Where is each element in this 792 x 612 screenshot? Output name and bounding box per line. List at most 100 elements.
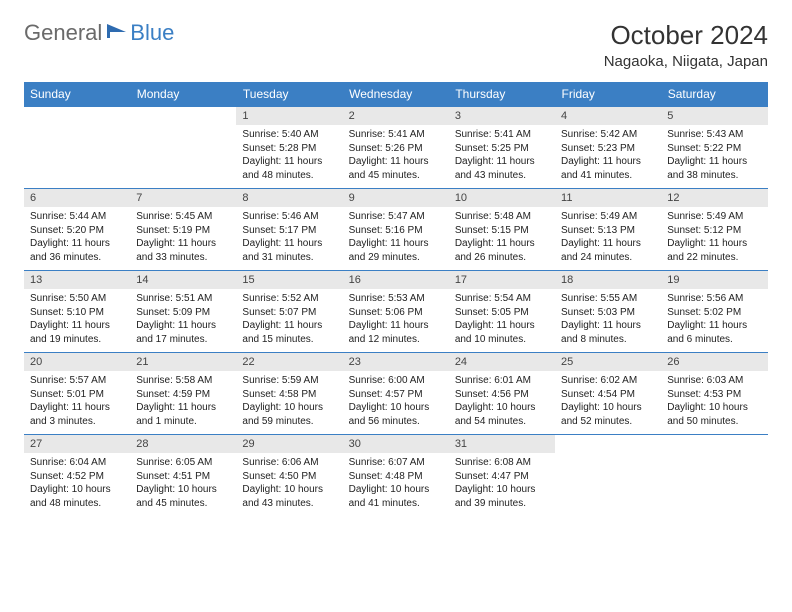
sunrise-text: Sunrise: 5:50 AM — [30, 292, 124, 306]
day-number-cell: 15 — [236, 271, 342, 290]
sunrise-text: Sunrise: 6:07 AM — [349, 456, 443, 470]
day-content-cell: Sunrise: 6:08 AMSunset: 4:47 PMDaylight:… — [449, 453, 555, 516]
day-content-cell: Sunrise: 5:58 AMSunset: 4:59 PMDaylight:… — [130, 371, 236, 435]
day-content-cell: Sunrise: 6:05 AMSunset: 4:51 PMDaylight:… — [130, 453, 236, 516]
location-label: Nagaoka, Niigata, Japan — [604, 53, 768, 70]
daynum-row: 6789101112 — [24, 189, 768, 208]
sunset-text: Sunset: 5:12 PM — [667, 224, 761, 238]
sunrise-text: Sunrise: 5:45 AM — [136, 210, 230, 224]
day-number-cell: 9 — [343, 189, 449, 208]
sunset-text: Sunset: 5:17 PM — [242, 224, 336, 238]
sunset-text: Sunset: 5:20 PM — [30, 224, 124, 238]
sunset-text: Sunset: 5:07 PM — [242, 306, 336, 320]
daynum-row: 2728293031 — [24, 435, 768, 454]
daylight-text: Daylight: 11 hours and 24 minutes. — [561, 237, 655, 264]
day-number-cell: 21 — [130, 353, 236, 372]
day-content-cell: Sunrise: 5:53 AMSunset: 5:06 PMDaylight:… — [343, 289, 449, 353]
daylight-text: Daylight: 10 hours and 54 minutes. — [455, 401, 549, 428]
sunrise-text: Sunrise: 6:05 AM — [136, 456, 230, 470]
day-content-cell: Sunrise: 5:41 AMSunset: 5:25 PMDaylight:… — [449, 125, 555, 189]
content-row: Sunrise: 5:40 AMSunset: 5:28 PMDaylight:… — [24, 125, 768, 189]
daylight-text: Daylight: 10 hours and 59 minutes. — [242, 401, 336, 428]
calendar-table: Sunday Monday Tuesday Wednesday Thursday… — [24, 82, 768, 516]
day-content-cell: Sunrise: 6:04 AMSunset: 4:52 PMDaylight:… — [24, 453, 130, 516]
daylight-text: Daylight: 11 hours and 33 minutes. — [136, 237, 230, 264]
logo-text-blue: Blue — [130, 20, 174, 46]
sunrise-text: Sunrise: 5:44 AM — [30, 210, 124, 224]
day-content-cell: Sunrise: 5:48 AMSunset: 5:15 PMDaylight:… — [449, 207, 555, 271]
logo-text-general: General — [24, 20, 102, 46]
sunset-text: Sunset: 4:53 PM — [667, 388, 761, 402]
day-content-cell: Sunrise: 5:51 AMSunset: 5:09 PMDaylight:… — [130, 289, 236, 353]
sunset-text: Sunset: 5:03 PM — [561, 306, 655, 320]
daylight-text: Daylight: 11 hours and 26 minutes. — [455, 237, 549, 264]
day-number-cell: 22 — [236, 353, 342, 372]
daylight-text: Daylight: 11 hours and 45 minutes. — [349, 155, 443, 182]
day-content-cell: Sunrise: 6:06 AMSunset: 4:50 PMDaylight:… — [236, 453, 342, 516]
day-number-cell: 5 — [661, 107, 767, 126]
day-number-cell: 31 — [449, 435, 555, 454]
col-friday: Friday — [555, 82, 661, 107]
day-number-cell: 14 — [130, 271, 236, 290]
logo: General Blue — [24, 20, 174, 46]
sunrise-text: Sunrise: 5:43 AM — [667, 128, 761, 142]
sunrise-text: Sunrise: 5:49 AM — [667, 210, 761, 224]
day-content-cell: Sunrise: 5:55 AMSunset: 5:03 PMDaylight:… — [555, 289, 661, 353]
day-number-cell — [555, 435, 661, 454]
day-number-cell: 25 — [555, 353, 661, 372]
sunset-text: Sunset: 4:56 PM — [455, 388, 549, 402]
day-content-cell: Sunrise: 6:07 AMSunset: 4:48 PMDaylight:… — [343, 453, 449, 516]
day-number-cell — [661, 435, 767, 454]
weekday-header-row: Sunday Monday Tuesday Wednesday Thursday… — [24, 82, 768, 107]
daylight-text: Daylight: 10 hours and 41 minutes. — [349, 483, 443, 510]
sunrise-text: Sunrise: 5:47 AM — [349, 210, 443, 224]
sunset-text: Sunset: 5:28 PM — [242, 142, 336, 156]
sunset-text: Sunset: 5:09 PM — [136, 306, 230, 320]
day-number-cell: 26 — [661, 353, 767, 372]
daynum-row: 12345 — [24, 107, 768, 126]
day-number-cell: 23 — [343, 353, 449, 372]
sunrise-text: Sunrise: 5:58 AM — [136, 374, 230, 388]
sunset-text: Sunset: 5:16 PM — [349, 224, 443, 238]
day-number-cell: 11 — [555, 189, 661, 208]
day-number-cell: 3 — [449, 107, 555, 126]
sunset-text: Sunset: 5:23 PM — [561, 142, 655, 156]
day-content-cell: Sunrise: 5:47 AMSunset: 5:16 PMDaylight:… — [343, 207, 449, 271]
header: General Blue October 2024 Nagaoka, Niiga… — [24, 20, 768, 70]
sunrise-text: Sunrise: 5:53 AM — [349, 292, 443, 306]
sunset-text: Sunset: 5:02 PM — [667, 306, 761, 320]
day-content-cell: Sunrise: 5:49 AMSunset: 5:13 PMDaylight:… — [555, 207, 661, 271]
day-content-cell: Sunrise: 5:45 AMSunset: 5:19 PMDaylight:… — [130, 207, 236, 271]
day-content-cell: Sunrise: 5:50 AMSunset: 5:10 PMDaylight:… — [24, 289, 130, 353]
sunset-text: Sunset: 5:22 PM — [667, 142, 761, 156]
day-content-cell: Sunrise: 5:59 AMSunset: 4:58 PMDaylight:… — [236, 371, 342, 435]
day-number-cell: 27 — [24, 435, 130, 454]
sunset-text: Sunset: 5:10 PM — [30, 306, 124, 320]
day-content-cell: Sunrise: 6:03 AMSunset: 4:53 PMDaylight:… — [661, 371, 767, 435]
sunrise-text: Sunrise: 6:03 AM — [667, 374, 761, 388]
sunset-text: Sunset: 5:25 PM — [455, 142, 549, 156]
sunset-text: Sunset: 4:51 PM — [136, 470, 230, 484]
logo-flag-icon — [106, 22, 128, 45]
sunrise-text: Sunrise: 6:04 AM — [30, 456, 124, 470]
day-content-cell — [24, 125, 130, 189]
col-monday: Monday — [130, 82, 236, 107]
day-content-cell: Sunrise: 5:56 AMSunset: 5:02 PMDaylight:… — [661, 289, 767, 353]
sunset-text: Sunset: 5:05 PM — [455, 306, 549, 320]
sunrise-text: Sunrise: 5:52 AM — [242, 292, 336, 306]
sunrise-text: Sunrise: 5:41 AM — [349, 128, 443, 142]
day-number-cell: 28 — [130, 435, 236, 454]
daylight-text: Daylight: 11 hours and 12 minutes. — [349, 319, 443, 346]
day-number-cell: 20 — [24, 353, 130, 372]
sunset-text: Sunset: 4:48 PM — [349, 470, 443, 484]
sunset-text: Sunset: 5:26 PM — [349, 142, 443, 156]
col-thursday: Thursday — [449, 82, 555, 107]
day-content-cell: Sunrise: 5:57 AMSunset: 5:01 PMDaylight:… — [24, 371, 130, 435]
daylight-text: Daylight: 11 hours and 8 minutes. — [561, 319, 655, 346]
day-number-cell — [24, 107, 130, 126]
page-title: October 2024 — [604, 20, 768, 51]
day-content-cell: Sunrise: 5:54 AMSunset: 5:05 PMDaylight:… — [449, 289, 555, 353]
day-content-cell: Sunrise: 6:00 AMSunset: 4:57 PMDaylight:… — [343, 371, 449, 435]
day-content-cell: Sunrise: 6:01 AMSunset: 4:56 PMDaylight:… — [449, 371, 555, 435]
sunrise-text: Sunrise: 5:59 AM — [242, 374, 336, 388]
